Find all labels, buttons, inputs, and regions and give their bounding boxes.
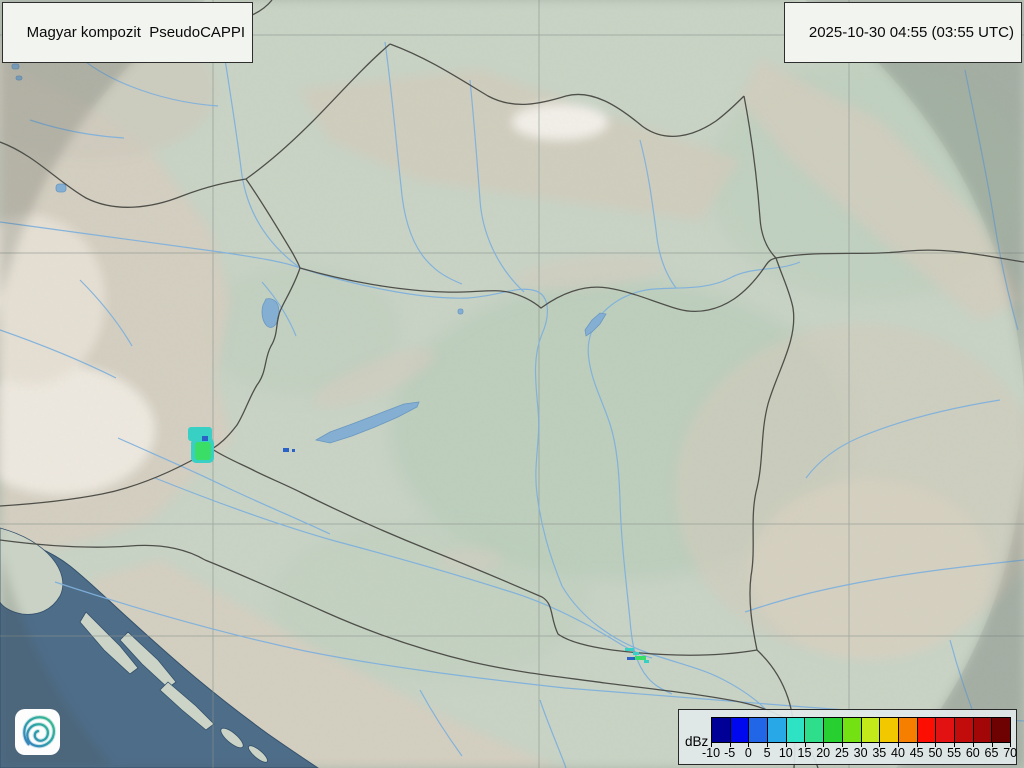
timestamp-box: 2025-10-30 04:55 (03:55 UTC) (784, 2, 1022, 63)
echo-cell (292, 449, 295, 452)
radar-echoes (188, 427, 649, 663)
lake-balaton (314, 401, 420, 444)
legend-color-cell (917, 718, 937, 742)
legend-tick-mark (916, 742, 918, 747)
legend-tick-label: 20 (816, 746, 831, 760)
legend-tick-label: -10 (701, 746, 721, 760)
legend-color-cell (749, 718, 769, 742)
lake-tisza (584, 312, 607, 337)
legend-color-cell (842, 718, 862, 742)
legend-tick-mark (954, 742, 956, 747)
echo-cell (633, 652, 639, 655)
legend-color-cell (861, 718, 881, 742)
legend-tick-mark (898, 742, 899, 747)
legend-tick-label: 70 (1003, 746, 1018, 760)
legend-tick-mark (804, 742, 806, 747)
legend-tick-mark (972, 742, 974, 747)
echo-cell (195, 442, 211, 460)
legend-color-cell (712, 718, 731, 742)
legend-tick-mark (879, 742, 881, 747)
legend-color-cell (898, 718, 918, 742)
product-title-box: Magyar kompozit PseudoCAPPI (2, 2, 254, 63)
legend-color-cell (730, 718, 750, 742)
legend-color-cell (973, 718, 993, 742)
legend-color-cell (936, 718, 955, 742)
legend-tick-label: 55 (947, 746, 962, 760)
echo-cell (627, 657, 635, 660)
legend-tick-mark (1010, 742, 1012, 747)
legend-tick-label: 45 (909, 746, 924, 760)
legend-tick-mark (785, 742, 787, 747)
echo-cell (635, 656, 646, 660)
legend-tick-mark (860, 742, 862, 747)
legend-tick-label: 35 (872, 746, 887, 760)
legend-tick-label: 65 (984, 746, 999, 760)
legend-tick-mark (729, 742, 731, 747)
product-title: Magyar kompozit PseudoCAPPI (26, 24, 246, 41)
legend-tick-label: 50 (928, 746, 943, 760)
legend-tick-label: 15 (797, 746, 812, 760)
legend-tick-label: 60 (965, 746, 980, 760)
legend-tick-mark (991, 742, 993, 747)
legend-tick-mark (935, 742, 937, 747)
legend-tick-mark (767, 742, 769, 747)
legend-ticks: -10 -5 0 5 10 15 20 25 30 35 40 45 50 55 60 65 70 (702, 742, 1017, 764)
echo-cell (625, 648, 634, 651)
legend-color-cell (786, 718, 806, 742)
legend-tick-mark (748, 742, 750, 747)
lake-neusiedl (261, 298, 280, 328)
echo-cell (283, 448, 289, 452)
legend-tick-mark (711, 742, 712, 747)
echo-cell (202, 436, 208, 441)
legend-tick-label: 5 (763, 746, 771, 760)
agency-logo (15, 709, 60, 755)
legend-color-cell (954, 718, 974, 742)
legend-color-cell (992, 718, 1010, 742)
legend-tick-mark (823, 742, 825, 747)
legend-tick-label: 10 (778, 746, 793, 760)
legend-color-cell (824, 718, 843, 742)
legend-color-cell (768, 718, 787, 742)
legend-tick-label: 30 (853, 746, 868, 760)
legend-tick-mark (841, 742, 843, 747)
legend-tick-label: 40 (891, 746, 905, 760)
legend-color-cell (880, 718, 899, 742)
legend-color-cell (805, 718, 825, 742)
hungaromet-spiral-logo (21, 715, 56, 749)
legend-tick-label: 0 (744, 746, 752, 760)
legend-tick-label: -5 (724, 746, 736, 760)
dbz-legend: dBz -10 -5 0 5 10 15 20 25 30 35 40 45 50 55 60 65 70 (678, 709, 1017, 765)
legend-colorbar (711, 717, 1011, 743)
timestamp: 2025-10-30 04:55 (03:55 UTC) (808, 24, 1014, 41)
echo-cell (644, 660, 649, 663)
adriatic-sea (0, 527, 319, 768)
legend-unit-label: dBz (685, 734, 709, 749)
legend-tick-label: 25 (834, 746, 849, 760)
